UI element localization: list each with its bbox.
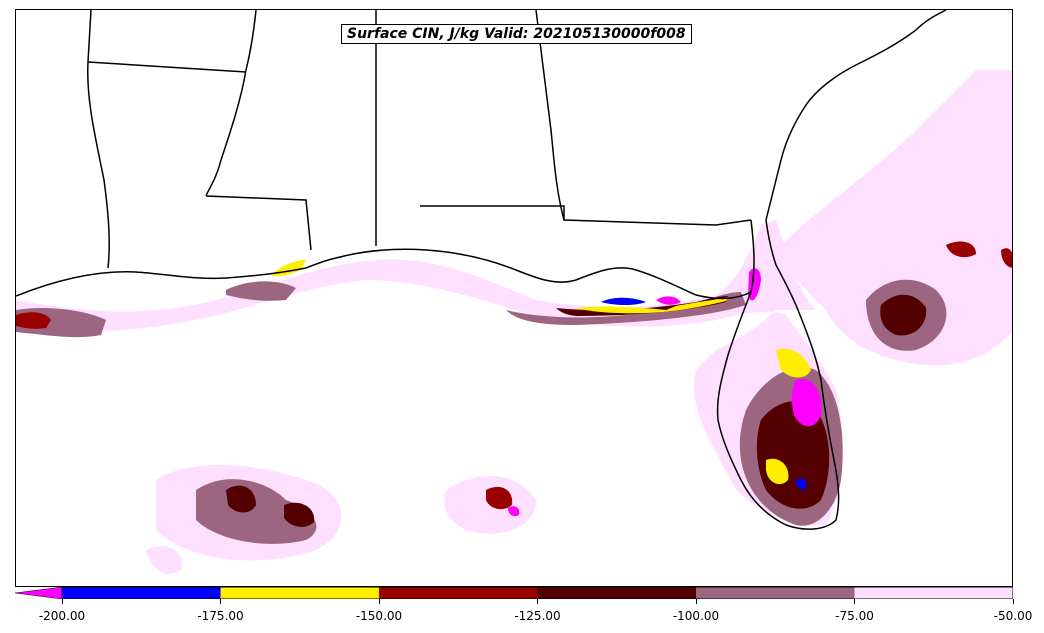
- state-line-la-ms: [205, 195, 312, 251]
- cin-region-light-coast: [16, 220, 843, 526]
- florida-coastline: [716, 219, 840, 530]
- colorbar-tick-mark: [537, 599, 538, 604]
- cin-region-darkred-gulf-2: [284, 502, 315, 527]
- cin-region-yellow-florida-south: [766, 458, 789, 485]
- colorbar-tick-mark: [695, 599, 697, 604]
- atlantic-coastline: [765, 10, 947, 221]
- cin-region-yellow-coast: [576, 297, 728, 314]
- cin-region-magenta-coast: [656, 296, 681, 305]
- cin-shading: [16, 70, 1012, 574]
- cin-region-darkred-gulf: [226, 485, 256, 513]
- cin-region-red-east-2: [1001, 248, 1012, 268]
- state-line-al-ga: [535, 10, 565, 221]
- gulf-coastline: [16, 219, 755, 300]
- colorbar-tick-label: -100.00: [672, 609, 720, 623]
- cin-region-blue-coast: [601, 297, 646, 305]
- cin-region-darkred-atlantic: [880, 294, 927, 336]
- cin-region-red-east: [946, 241, 976, 258]
- colorbar-tick-mark: [220, 599, 221, 604]
- colorbar-tick-label: -200.00: [38, 609, 86, 623]
- state-line-tx-la: [86, 10, 110, 269]
- cin-region-light-gulf-south: [146, 546, 182, 574]
- colorbar-bin: [220, 587, 379, 599]
- colorbar-tick-mark: [61, 599, 63, 604]
- state-line-la-ms-river: [205, 69, 247, 197]
- colorbar-bin: [696, 587, 855, 599]
- cin-region-blue-florida-south: [796, 478, 807, 490]
- cin-region-yellow-florida: [776, 348, 811, 378]
- colorbar-bin: [62, 587, 221, 599]
- colorbar-bin: [537, 587, 696, 599]
- colorbar-tick-label: -125.00: [514, 609, 561, 623]
- colorbar-tick-mark: [378, 599, 380, 604]
- cin-region-mauve-louisiana: [226, 281, 296, 301]
- state-line-al-north: [245, 10, 257, 71]
- colorbar-extension-min: [15, 587, 63, 599]
- colorbar: [15, 587, 1013, 599]
- cin-region-magenta-florida: [791, 379, 822, 427]
- colorbar-tick-mark: [1012, 599, 1014, 604]
- colorbar-bin: [379, 587, 538, 599]
- colorbar-tick-label: -150.00: [355, 609, 403, 623]
- cin-region-mauve-gulf: [196, 479, 317, 544]
- cin-region-mauve-coast: [506, 292, 746, 325]
- colorbar-border: [61, 587, 1013, 599]
- cin-region-light-atlantic: [776, 70, 1012, 366]
- colorbar-tick-label: -175.00: [197, 609, 244, 623]
- state-line-ar-la: [87, 61, 247, 73]
- colorbar-tick-mark: [854, 599, 855, 604]
- colorbar-tick-label: -75.00: [835, 609, 874, 623]
- cin-region-yellow-louisiana: [271, 260, 306, 277]
- state-line-fl-ga-al: [420, 205, 752, 226]
- colorbar-bins: [15, 587, 1013, 599]
- colorbar-bin: [854, 587, 1013, 599]
- cin-region-red-texas: [16, 312, 51, 329]
- cin-region-red-gulf: [486, 486, 513, 510]
- cin-map: [16, 10, 1012, 574]
- map-panel: Surface CIN, J/kg Valid: 202105130000f00…: [15, 9, 1013, 587]
- boundaries: [16, 10, 947, 530]
- colorbar-tick-label: -50.00: [993, 609, 1033, 623]
- map-title: Surface CIN, J/kg Valid: 202105130000f00…: [341, 24, 692, 44]
- cin-region-magenta-gulf: [508, 506, 520, 517]
